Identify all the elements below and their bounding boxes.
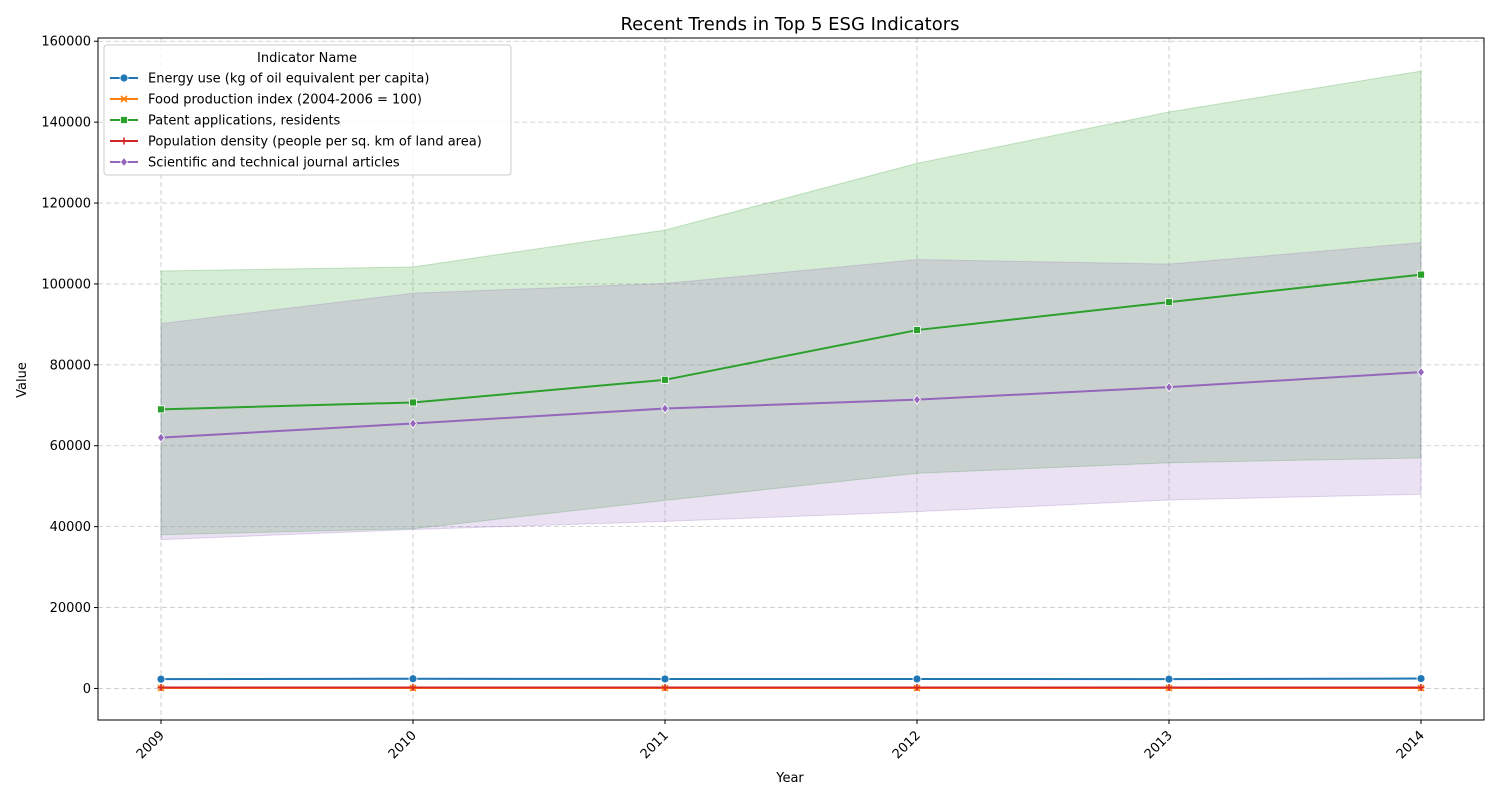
x-axis: 2009 2010 2011 2012 2013 2014 (134, 720, 1428, 762)
y-axis: 0 20000 40000 60000 80000 100000 120000 140000 1… (41, 35, 98, 697)
series-line (161, 679, 1421, 680)
x-axis-label: Year (775, 771, 804, 786)
data-point (662, 376, 669, 383)
data-point (409, 675, 417, 683)
data-point (1417, 675, 1425, 683)
y-tick-label: 20000 (50, 601, 91, 616)
y-tick-label: 60000 (50, 439, 91, 454)
x-tick-label: 2009 (134, 728, 168, 762)
y-tick-label: 120000 (41, 197, 91, 212)
data-point (1165, 675, 1173, 683)
data-point (661, 675, 669, 683)
x-tick-label: 2012 (890, 728, 924, 762)
y-tick-label: 100000 (41, 277, 91, 292)
legend-title: Indicator Name (257, 51, 357, 66)
y-tick-label: 80000 (50, 358, 91, 373)
legend-marker (120, 74, 128, 82)
y-tick-label: 160000 (41, 35, 91, 50)
x-tick-label: 2010 (386, 728, 420, 762)
chart-title: Recent Trends in Top 5 ESG Indicators (620, 14, 959, 35)
data-point (410, 399, 417, 406)
legend-label: Patent applications, residents (148, 114, 341, 129)
data-point (1166, 299, 1173, 306)
data-point (1418, 271, 1425, 278)
y-tick-label: 0 (83, 682, 91, 697)
x-tick-label: 2011 (638, 728, 672, 762)
data-point (913, 675, 921, 683)
legend-label: Population density (people per sq. km of… (148, 135, 482, 150)
data-point (158, 406, 165, 413)
data-point (914, 327, 921, 334)
x-tick-label: 2013 (1142, 728, 1176, 762)
y-tick-label: 140000 (41, 116, 91, 131)
y-tick-label: 40000 (50, 520, 91, 535)
legend-label: Scientific and technical journal article… (148, 156, 400, 171)
legend-label: Food production index (2004-2006 = 100) (148, 93, 422, 108)
legend-label: Energy use (kg of oil equivalent per cap… (148, 72, 429, 87)
legend-marker (121, 117, 128, 124)
legend: Indicator Name Energy use (kg of oil equ… (104, 45, 511, 175)
y-axis-label: Value (15, 362, 30, 398)
x-tick-label: 2014 (1394, 728, 1428, 762)
data-point (157, 675, 165, 683)
